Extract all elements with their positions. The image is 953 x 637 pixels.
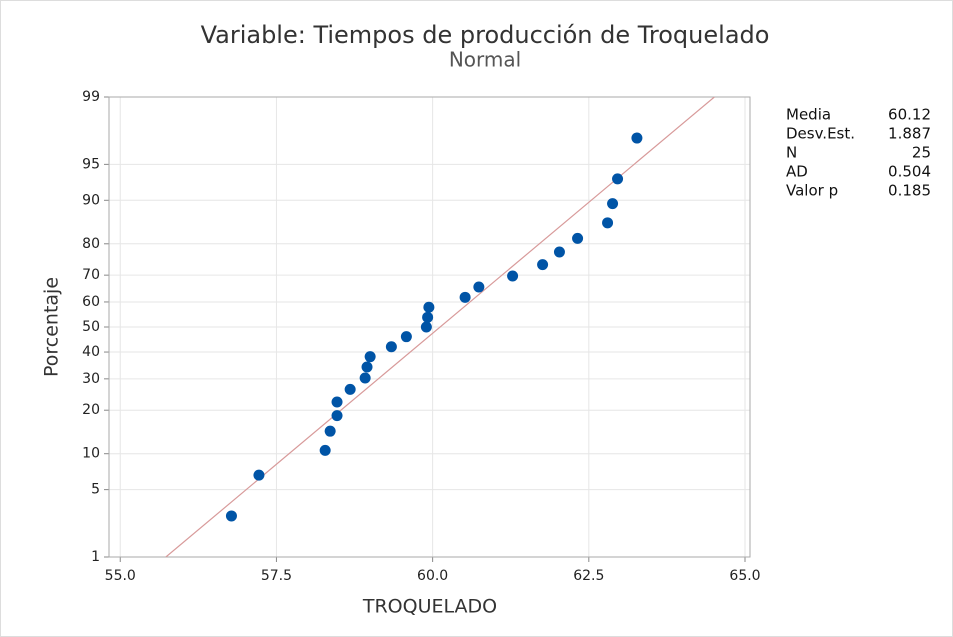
x-axis-label: TROQUELADO	[362, 596, 497, 618]
data-point	[607, 198, 619, 210]
stat-label: N	[786, 144, 797, 162]
y-tick-label: 50	[82, 319, 100, 335]
data-point	[364, 351, 376, 363]
data-point	[553, 246, 565, 258]
y-tick-label: 80	[82, 236, 100, 252]
stat-value: 1.887	[888, 125, 931, 143]
data-point	[359, 372, 371, 384]
stat-label: Desv.Est.	[786, 125, 855, 143]
data-point	[537, 259, 549, 271]
x-tick-label: 62.5	[573, 568, 604, 584]
y-tick-label: 30	[82, 371, 100, 387]
y-axis-label: Porcentaje	[41, 277, 63, 377]
chart-title: Variable: Tiempos de producción de Troqu…	[201, 21, 770, 49]
data-point	[324, 425, 336, 437]
stat-value: 60.12	[888, 106, 931, 124]
data-point	[612, 173, 624, 185]
y-tick-label: 20	[82, 402, 100, 418]
data-point	[331, 410, 343, 422]
data-point	[631, 132, 643, 144]
data-point	[420, 321, 432, 333]
stat-value: 25	[912, 144, 931, 162]
stat-value: 0.185	[888, 182, 931, 200]
stat-label: Valor p	[786, 182, 838, 200]
data-point	[331, 396, 343, 408]
y-tick-label: 40	[82, 344, 100, 360]
data-point	[473, 281, 485, 293]
y-tick-label: 5	[91, 482, 100, 498]
y-tick-label: 10	[82, 446, 100, 462]
data-point	[344, 383, 356, 395]
data-point	[400, 331, 412, 343]
y-tick-label: 95	[82, 156, 100, 172]
y-tick-label: 1	[91, 549, 100, 565]
stat-label: AD	[786, 163, 808, 181]
data-point	[319, 444, 331, 456]
y-tick-label: 99	[82, 89, 100, 105]
stat-value: 0.504	[888, 163, 931, 181]
x-tick-label: 57.5	[261, 568, 292, 584]
data-point	[385, 341, 397, 353]
x-tick-label: 65.0	[729, 568, 760, 584]
y-tick-label: 90	[82, 192, 100, 208]
y-tick-label: 60	[82, 294, 100, 310]
data-point	[361, 361, 373, 373]
data-point	[225, 510, 237, 522]
plot-frame	[108, 96, 751, 558]
x-tick-label: 60.0	[417, 568, 448, 584]
data-point	[459, 291, 471, 303]
chart-subtitle: Normal	[449, 48, 521, 72]
data-point	[507, 270, 519, 282]
stat-label: Media	[786, 106, 831, 124]
y-tick-label: 70	[82, 267, 100, 283]
data-point	[423, 301, 435, 313]
data-point	[572, 232, 584, 244]
data-point	[602, 217, 614, 229]
data-point	[422, 311, 434, 323]
data-point	[253, 469, 265, 481]
x-tick-label: 55.0	[105, 568, 136, 584]
